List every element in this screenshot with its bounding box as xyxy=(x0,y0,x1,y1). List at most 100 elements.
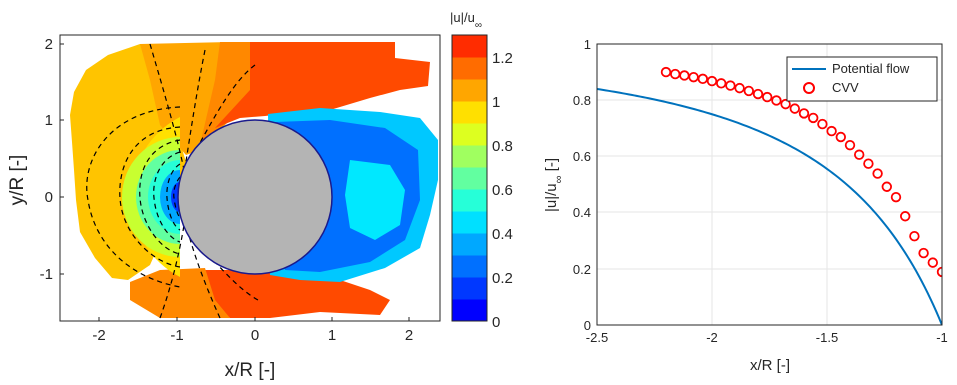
legend: Potential flow CVV xyxy=(786,56,938,102)
colorbar-level xyxy=(452,35,487,58)
profile-y-axis-label-sub: ∞ xyxy=(553,176,565,184)
field-x-tick: 2 xyxy=(405,327,413,344)
region-bottom-orange xyxy=(130,268,230,318)
cvv-point xyxy=(863,158,874,169)
colorbar-level xyxy=(452,299,487,322)
profile-y-tick: 1 xyxy=(584,37,591,52)
colorbar-title-sub: ∞ xyxy=(475,20,482,31)
colorbar-level xyxy=(452,79,487,102)
profile-x-tick: -2 xyxy=(706,330,718,345)
cvv-point xyxy=(734,82,745,94)
field-y-axis-label: y/R [-] xyxy=(7,155,28,206)
colorbar-level xyxy=(452,101,487,124)
colorbar-title: |u|/u∞ xyxy=(450,10,482,31)
series-potential-flow-line xyxy=(597,87,942,325)
cvv-point xyxy=(826,125,837,137)
field-x-tick: 1 xyxy=(328,327,336,344)
profile-x-axis-label: x/R [-] xyxy=(750,357,790,374)
cvv-point xyxy=(844,139,856,151)
colorbar-tick: 0.4 xyxy=(492,226,513,243)
colorbar-level xyxy=(452,145,487,168)
colorbar-tick: 0.8 xyxy=(492,138,513,155)
colorbar-level xyxy=(452,167,487,190)
cvv-point xyxy=(762,91,773,103)
legend-cvv-label: CVV xyxy=(832,80,859,95)
cvv-point xyxy=(808,112,819,124)
profile-x-tick: -1.5 xyxy=(816,330,838,345)
series-cvv-markers xyxy=(660,66,942,278)
profile-x-tick-labels: -2.5 -2 -1.5 -1 xyxy=(586,330,948,345)
colorbar-level xyxy=(452,277,487,300)
cvv-point xyxy=(771,95,782,106)
profile-y-tick: 0.2 xyxy=(573,262,591,277)
region-top-red xyxy=(215,42,430,128)
profile-y-tick: 0 xyxy=(584,318,591,333)
cvv-point xyxy=(743,85,755,97)
colorbar-level xyxy=(452,189,487,212)
colorbar-level xyxy=(452,233,487,256)
cvv-point xyxy=(927,257,939,268)
cvv-point xyxy=(900,211,911,222)
colorbar-tick: 0 xyxy=(492,314,500,331)
profile-plot-frame xyxy=(596,43,943,326)
cvv-point xyxy=(716,78,727,89)
field-y-tick: -1 xyxy=(40,266,53,283)
colorbar-tick: 0.2 xyxy=(492,270,513,287)
field-tick-marks xyxy=(60,43,410,321)
field-plot: -2 -1 0 1 2 2 1 0 -1 x/R [-] y/R [-] 1.2… xyxy=(7,10,513,381)
field-y-tick: 1 xyxy=(45,112,53,129)
field-x-tick: -2 xyxy=(92,327,105,344)
profile-y-axis-label: |u|/u∞ [-] xyxy=(543,158,565,212)
field-x-axis-label: x/R [-] xyxy=(225,360,276,381)
cvv-point xyxy=(725,80,736,91)
field-y-tick: 0 xyxy=(45,189,53,206)
cvv-point xyxy=(660,66,672,78)
colorbar xyxy=(452,35,487,322)
ring-5 xyxy=(160,170,180,224)
colorbar-level xyxy=(452,255,487,278)
profile-y-tick: 0.4 xyxy=(573,205,591,220)
field-y-tick-labels: 2 1 0 -1 xyxy=(40,36,53,283)
field-x-tick: 0 xyxy=(251,327,259,344)
profile-y-tick: 0.6 xyxy=(573,149,591,164)
cvv-point xyxy=(752,88,764,100)
cvv-point xyxy=(835,131,847,143)
profile-y-tick-labels: 1 0.8 0.6 0.4 0.2 0 xyxy=(573,37,591,333)
profile-y-tick: 0.8 xyxy=(573,93,591,108)
cvv-point xyxy=(789,103,801,114)
legend-box xyxy=(786,56,938,102)
profile-y-axis-label-tail: [-] xyxy=(543,158,560,176)
field-x-tick: -1 xyxy=(170,327,183,344)
region-bottom-red xyxy=(205,270,390,318)
cvv-point xyxy=(697,73,709,85)
colorbar-frame xyxy=(451,34,488,322)
colorbar-level xyxy=(452,123,487,146)
colorbar-title-main: |u|/u xyxy=(450,10,475,25)
cvv-point xyxy=(798,108,810,119)
cylinder xyxy=(177,119,333,275)
cvv-point xyxy=(780,98,791,110)
cvv-point xyxy=(854,149,865,160)
cvv-point xyxy=(918,247,929,259)
cvv-point xyxy=(909,231,920,242)
field-y-tick: 2 xyxy=(45,36,53,53)
colorbar-level xyxy=(452,211,487,234)
colorbar-tick: 1 xyxy=(492,94,500,111)
profile-plot: -2.5 -2 -1.5 -1 1 0.8 0.6 0.4 0.2 0 x/R … xyxy=(543,37,948,374)
legend-cvv-swatch xyxy=(803,82,815,94)
cvv-point xyxy=(817,118,828,130)
colorbar-tick: 1.2 xyxy=(492,50,513,67)
profile-x-tick: -1 xyxy=(936,330,948,345)
cvv-point xyxy=(706,75,718,87)
colorbar-tick-labels: 1.2 1 0.8 0.6 0.4 0.2 0 xyxy=(492,50,513,331)
cvv-point xyxy=(890,191,902,203)
cvv-point xyxy=(872,168,883,179)
colorbar-tick: 0.6 xyxy=(492,182,513,199)
cvv-point xyxy=(881,181,893,192)
cvv-point xyxy=(936,266,942,278)
profile-y-axis-label-main: |u|/u xyxy=(543,183,560,212)
profile-x-tick: -2.5 xyxy=(586,330,608,345)
legend-potential-label: Potential flow xyxy=(832,61,910,76)
field-x-tick-labels: -2 -1 0 1 2 xyxy=(92,327,413,344)
